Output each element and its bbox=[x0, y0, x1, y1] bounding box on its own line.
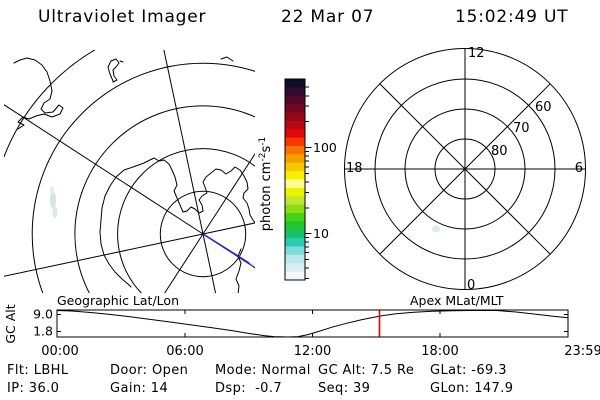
colorbar-band bbox=[285, 254, 305, 264]
status-field: GC Alt: 7.5 Re bbox=[318, 363, 415, 378]
colorbar-band bbox=[285, 95, 305, 105]
status-field: IP: 36.0 bbox=[7, 381, 60, 396]
meridian-line bbox=[202, 222, 255, 235]
meridian-line bbox=[4, 233, 204, 277]
header-date: 22 Mar 07 bbox=[281, 7, 375, 27]
colorbar-band bbox=[285, 112, 305, 122]
colorbar-band bbox=[285, 179, 305, 189]
colorbar-band bbox=[285, 129, 305, 139]
colorbar-band bbox=[285, 104, 305, 114]
coastline-path bbox=[107, 58, 120, 83]
colorbar-outline bbox=[284, 78, 306, 281]
meridian-line bbox=[4, 104, 204, 235]
latitude-ring bbox=[159, 190, 247, 278]
meridian-line bbox=[202, 153, 255, 235]
colorbar-band bbox=[285, 221, 305, 231]
colorbar-panel: photon cm-2s-1 100 10 bbox=[258, 78, 337, 281]
mlt-hour-label: 12 bbox=[468, 46, 485, 61]
mlat-ring-label: 70 bbox=[513, 121, 530, 136]
x-axis-tick-label: 23:59 bbox=[564, 344, 600, 359]
latitude-ring bbox=[117, 148, 255, 293]
orbit-track-line bbox=[202, 233, 250, 264]
colorbar-band bbox=[285, 171, 305, 181]
status-field: GLat: -69.3 bbox=[430, 363, 507, 378]
orbit-track-tip bbox=[248, 262, 254, 267]
gc-alt-curve bbox=[56, 310, 569, 338]
gc-alt-axis-label: GC Alt bbox=[3, 304, 18, 343]
latitude-ring bbox=[31, 62, 255, 293]
status-field: Gain: 14 bbox=[110, 381, 169, 396]
mlt-hour-label: 0 bbox=[467, 278, 475, 293]
colorbar-band bbox=[285, 137, 305, 147]
gc-alt-strip-chart: Geographic Lat/Lon Apex MLat/MLT GC Alt … bbox=[3, 293, 600, 359]
polar-grid-group bbox=[344, 48, 586, 290]
header-time: 15:02:49 UT bbox=[455, 7, 569, 27]
mlat-ring-label: 60 bbox=[535, 100, 552, 115]
status-field: Flt: LBHL bbox=[7, 363, 69, 378]
right-plot-caption: Apex MLat/MLT bbox=[410, 293, 504, 308]
y-axis-tick-label: 9.0 bbox=[33, 307, 53, 322]
colorbar-band bbox=[285, 238, 305, 248]
colorbar-tick-label: 100 bbox=[313, 140, 337, 155]
colorbar-band bbox=[285, 213, 305, 222]
status-field: Mode: Normal bbox=[215, 363, 311, 378]
auroral-emission-patch bbox=[50, 192, 56, 208]
coastline-path bbox=[153, 157, 255, 224]
coastline-path bbox=[220, 56, 234, 62]
colorbar-band bbox=[285, 187, 305, 197]
status-field: GLon: 147.9 bbox=[430, 381, 514, 396]
latitude-ring bbox=[74, 105, 255, 293]
app-title: Ultraviolet Imager bbox=[38, 7, 207, 27]
colorbar-band bbox=[285, 204, 305, 214]
auroral-emission-patch bbox=[432, 225, 440, 233]
colorbar-band bbox=[285, 79, 305, 88]
mlat-ring-label: 80 bbox=[491, 144, 508, 159]
auroral-emission-patch bbox=[52, 206, 58, 218]
colorbar-band bbox=[285, 154, 305, 164]
coastline-path bbox=[13, 57, 64, 130]
colorbar-band bbox=[285, 146, 305, 155]
status-field: Dsp: -0.7 bbox=[215, 381, 283, 396]
mlt-hour-label: 18 bbox=[346, 161, 363, 176]
colorbar-band bbox=[285, 87, 305, 97]
meridian-line bbox=[164, 233, 204, 293]
status-field: Door: Open bbox=[110, 363, 189, 378]
mlt-spoke bbox=[379, 83, 551, 255]
status-field: Seq: 39 bbox=[318, 381, 371, 396]
colorbar-tick-label: 10 bbox=[313, 226, 329, 241]
mlt-hour-label: 6 bbox=[575, 161, 583, 176]
colorbar-band bbox=[285, 271, 305, 281]
left-map-caption: Geographic Lat/Lon bbox=[57, 293, 179, 308]
coastline-path bbox=[119, 60, 124, 63]
x-axis-tick-label: 18:00 bbox=[421, 344, 458, 359]
meridian-line bbox=[202, 233, 217, 293]
colorbar-band bbox=[285, 263, 305, 273]
x-axis-tick-label: 12:00 bbox=[294, 344, 331, 359]
geographic-map-panel bbox=[4, 50, 255, 293]
colorbar-band bbox=[285, 120, 305, 130]
colorbar-unit-label: photon cm-2s-1 bbox=[258, 137, 274, 231]
coastline-path bbox=[99, 157, 155, 288]
colorbar-band bbox=[285, 196, 305, 206]
colorbar-band bbox=[285, 229, 305, 239]
colorbar-band bbox=[285, 246, 305, 256]
x-axis-tick-label: 00:00 bbox=[41, 344, 78, 359]
x-axis-tick-label: 06:00 bbox=[166, 344, 203, 359]
auroral-emission-patch bbox=[50, 186, 54, 194]
colorbar-band bbox=[285, 162, 305, 172]
map-grid-group bbox=[4, 50, 255, 293]
y-axis-tick-label: 1.8 bbox=[33, 324, 53, 339]
meridian-line bbox=[163, 50, 204, 235]
